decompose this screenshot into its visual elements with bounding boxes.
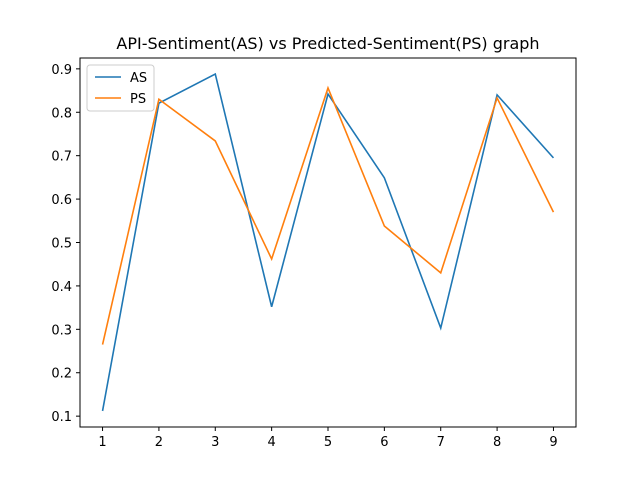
x-tick-label: 5 [324, 435, 332, 450]
y-tick-label: 0.8 [51, 106, 72, 121]
legend: AS PS [86, 64, 155, 112]
y-tick-label: 0.5 [51, 237, 72, 252]
x-tick-label: 9 [549, 435, 557, 450]
y-tick-label: 0.6 [51, 193, 72, 208]
x-tick-label: 2 [155, 435, 163, 450]
legend-label-ps: PS [130, 92, 146, 107]
y-tick-label: 0.1 [51, 410, 72, 425]
y-tick-label: 0.4 [51, 280, 72, 295]
series-line-as [101, 72, 555, 412]
x-tick-label: 6 [380, 435, 388, 450]
y-tick-label: 0.7 [51, 150, 72, 165]
x-tick-label: 8 [493, 435, 501, 450]
chart-title: API-Sentiment(AS) vs Predicted-Sentiment… [116, 34, 539, 53]
series-line-ps [101, 85, 555, 345]
x-tick-label: 7 [437, 435, 445, 450]
legend-label-as: AS [130, 71, 147, 86]
x-tick-label: 3 [211, 435, 219, 450]
x-tick-label: 1 [98, 435, 106, 450]
y-tick-label: 0.3 [51, 323, 72, 338]
x-tick-label: 4 [267, 435, 275, 450]
y-tick-label: 0.9 [51, 63, 72, 78]
y-tick-label: 0.2 [51, 367, 72, 382]
axes-frame [79, 57, 577, 428]
